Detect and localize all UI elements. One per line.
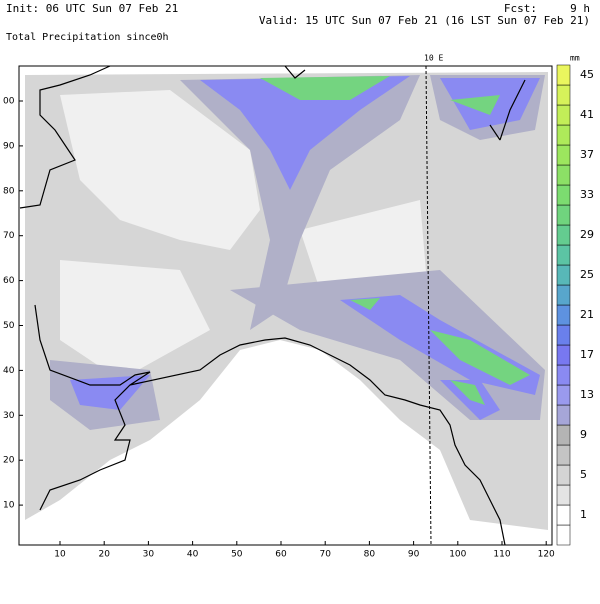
y-tick-label: 00 bbox=[3, 97, 15, 107]
colorbar-segment bbox=[556, 484, 571, 506]
colorbar-segment bbox=[556, 264, 571, 286]
y-tick-label: 40 bbox=[3, 366, 15, 376]
colorbar-label: 1 bbox=[580, 508, 587, 521]
colorbar-segment bbox=[556, 424, 571, 446]
colorbar-label: 37 bbox=[580, 148, 594, 161]
colorbar-segment bbox=[556, 64, 571, 86]
x-tick-label: 60 bbox=[275, 550, 287, 560]
x-tick-label: 30 bbox=[143, 550, 155, 560]
colorbar-label: 9 bbox=[580, 428, 587, 441]
colorbar-segment bbox=[556, 364, 571, 386]
y-tick-label: 50 bbox=[3, 321, 15, 331]
colorbar-segment bbox=[556, 504, 571, 526]
x-tick-label: 70 bbox=[319, 550, 331, 560]
colorbar-segment bbox=[556, 524, 571, 546]
colorbar-unit: mm bbox=[570, 54, 580, 63]
colorbar-label: 21 bbox=[580, 308, 594, 321]
colorbar-segment bbox=[556, 84, 571, 106]
colorbar-segment bbox=[556, 464, 571, 486]
x-tick-label: 50 bbox=[231, 550, 243, 560]
colorbar-segment bbox=[556, 324, 571, 346]
x-tick-label: 10 bbox=[54, 550, 66, 560]
colorbar-segment bbox=[556, 164, 571, 186]
y-tick-label: 10 bbox=[3, 501, 15, 511]
y-tick-label: 30 bbox=[3, 411, 15, 421]
colorbar-segment bbox=[556, 244, 571, 266]
colorbar-segment bbox=[556, 184, 571, 206]
colorbar-label: 25 bbox=[580, 268, 594, 281]
meridian-label: 10 E bbox=[424, 54, 443, 63]
colorbar-label: 5 bbox=[580, 468, 587, 481]
y-tick-label: 20 bbox=[3, 456, 15, 466]
dry-area bbox=[60, 90, 430, 380]
colorbar-label: 29 bbox=[580, 228, 594, 241]
x-tick-label: 20 bbox=[98, 550, 110, 560]
x-tick-label: 80 bbox=[364, 550, 376, 560]
colorbar-segment bbox=[556, 344, 571, 366]
x-tick-label: 40 bbox=[187, 550, 199, 560]
valid-label: Valid: 15 UTC Sun 07 Feb 21 (16 LST Sun … bbox=[259, 14, 590, 27]
x-tick-label: 120 bbox=[538, 550, 555, 560]
colorbar-label: 45 bbox=[580, 68, 594, 81]
colorbar-label: 33 bbox=[580, 188, 594, 201]
colorbar-label: 41 bbox=[580, 108, 594, 121]
very-heavy-rain bbox=[260, 76, 530, 405]
precip-field bbox=[19, 65, 552, 546]
fcst-label: Fcst: 9 h bbox=[504, 2, 590, 15]
x-tick-label: 110 bbox=[493, 550, 510, 560]
map-frame bbox=[18, 65, 553, 546]
y-tick-label: 60 bbox=[3, 276, 15, 286]
colorbar-segment bbox=[556, 384, 571, 406]
colorbar-segment bbox=[556, 284, 571, 306]
colorbar-segment bbox=[556, 124, 571, 146]
x-tick-label: 90 bbox=[408, 550, 420, 560]
colorbar-segment bbox=[556, 444, 571, 466]
colorbar-segment bbox=[556, 204, 571, 226]
y-tick-label: 70 bbox=[3, 231, 15, 241]
colorbar-segment bbox=[556, 404, 571, 426]
field-label: Total Precipitation since0h bbox=[6, 32, 169, 43]
colorbar-segment bbox=[556, 304, 571, 326]
heavy-rain bbox=[70, 76, 540, 420]
coastline bbox=[19, 65, 526, 546]
colorbar-segment bbox=[556, 104, 571, 126]
colorbar-label: 17 bbox=[580, 348, 594, 361]
colorbar-label: 13 bbox=[580, 388, 594, 401]
colorbar-segment bbox=[556, 144, 571, 166]
init-label: Init: 06 UTC Sun 07 Feb 21 bbox=[6, 2, 178, 15]
colorbar-segment bbox=[556, 224, 571, 246]
x-tick-label: 100 bbox=[449, 550, 466, 560]
y-tick-label: 90 bbox=[3, 141, 15, 151]
y-tick-label: 80 bbox=[3, 186, 15, 196]
